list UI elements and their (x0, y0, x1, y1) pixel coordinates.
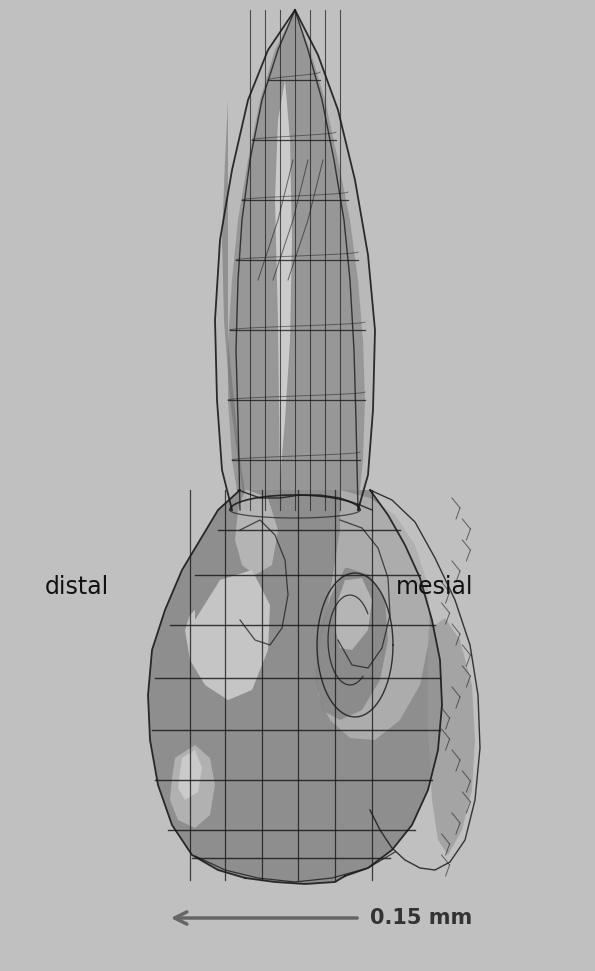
Polygon shape (178, 750, 202, 800)
Text: distal: distal (45, 576, 109, 599)
Polygon shape (228, 10, 365, 510)
Polygon shape (170, 745, 215, 828)
Polygon shape (185, 570, 270, 700)
Polygon shape (335, 578, 372, 650)
Polygon shape (275, 80, 292, 480)
Polygon shape (428, 618, 475, 855)
Text: 0.15 mm: 0.15 mm (370, 908, 472, 928)
Polygon shape (318, 490, 430, 740)
Polygon shape (222, 100, 248, 510)
Polygon shape (235, 490, 278, 575)
Text: mesial: mesial (396, 576, 473, 599)
Polygon shape (315, 568, 388, 720)
Polygon shape (215, 10, 375, 510)
Polygon shape (148, 490, 442, 884)
